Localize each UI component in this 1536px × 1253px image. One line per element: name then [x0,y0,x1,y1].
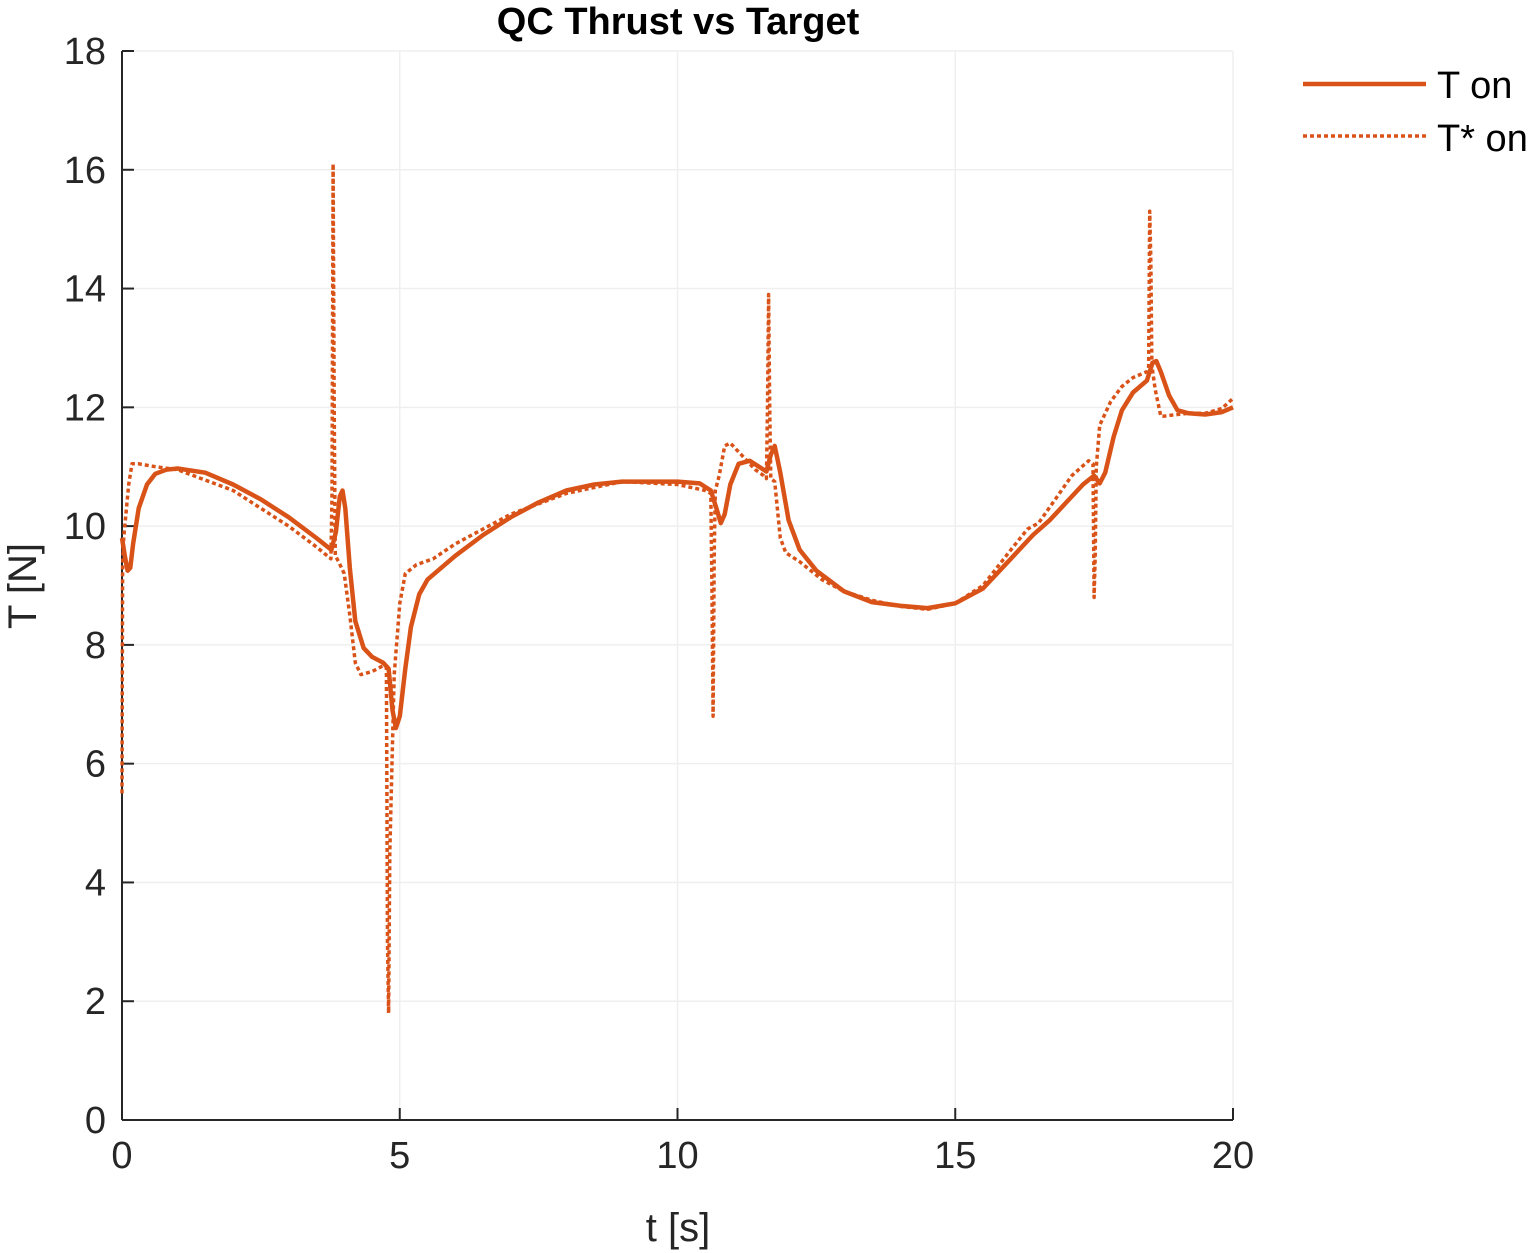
ticks: 0 5 10 15 20 0 2 4 6 8 10 12 14 16 18 [64,31,1254,1177]
x-tick-label: 20 [1212,1135,1254,1177]
x-tick-label: 0 [111,1135,132,1177]
series-line-t-star-on [120,162,1235,1015]
y-tick-label: 8 [85,625,106,667]
x-tick-label: 5 [389,1135,410,1177]
y-tick-label: 18 [64,31,106,73]
y-axis-label: T [N] [1,543,45,629]
y-tick-label: 0 [85,1100,106,1142]
legend-label-t-on: T on [1437,65,1512,107]
y-tick-label: 14 [64,269,106,311]
y-tick-label: 12 [64,387,106,429]
y-tick-label: 6 [85,744,106,786]
x-tick-label: 15 [934,1135,976,1177]
y-tick-label: 10 [64,506,106,548]
x-axis-label: t [s] [646,1206,710,1250]
series-group [119,162,1235,1015]
y-tick-label: 4 [85,862,106,904]
y-tick-label: 16 [64,150,106,192]
x-tick-label: 10 [656,1135,698,1177]
chart-title: QC Thrust vs Target [497,1,860,43]
legend-label-t-star-on: T* on [1437,118,1528,160]
legend: T on T* on [1303,65,1528,160]
series-line-t-on [119,358,1234,731]
y-tick-label: 2 [85,981,106,1023]
